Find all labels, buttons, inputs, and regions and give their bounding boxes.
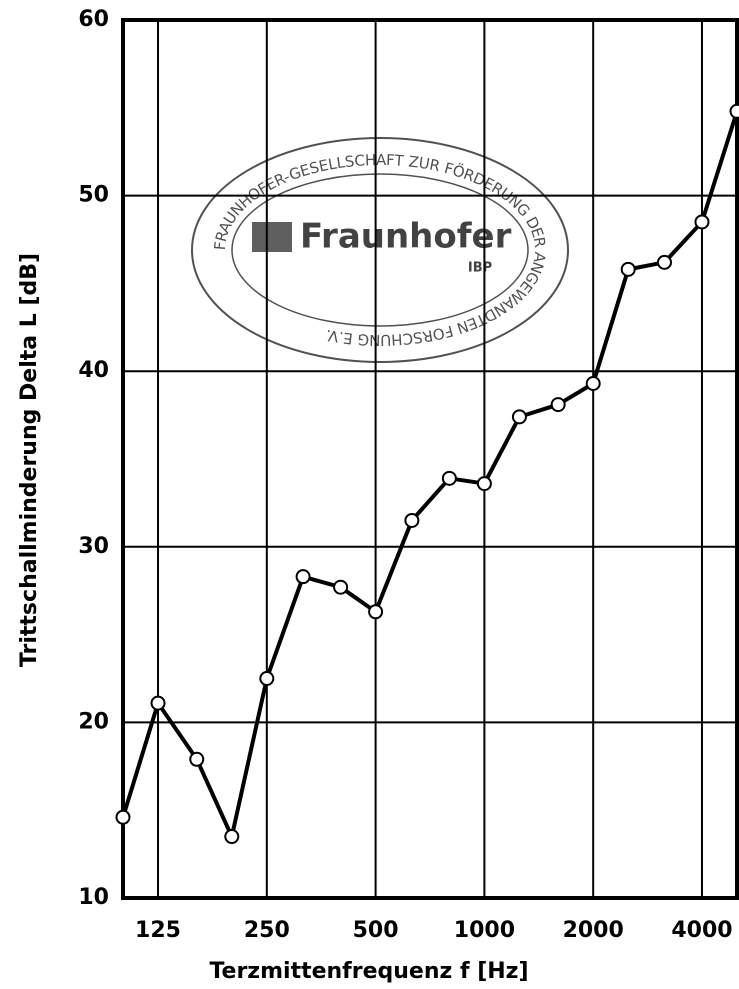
x-tick-label: 1000	[454, 918, 515, 943]
data-point	[441, 470, 457, 486]
stamp-logo-icon	[252, 222, 292, 252]
data-point	[476, 476, 492, 492]
y-tick-label: 50	[78, 183, 109, 208]
data-point	[656, 254, 672, 270]
stamp: FRAUNHOFER-GESELLSCHAFT ZUR FÖRDERUNG DE…	[191, 137, 569, 363]
data-point	[550, 397, 566, 413]
data-point	[189, 751, 205, 767]
data-point	[150, 695, 166, 711]
data-point	[620, 261, 636, 277]
stamp-logo: Fraunhofer	[300, 217, 512, 257]
x-tick-label: 500	[353, 918, 399, 943]
y-tick-label: 40	[78, 358, 109, 383]
y-tick-label: 20	[78, 709, 109, 734]
data-point	[729, 103, 739, 119]
data-point	[259, 671, 275, 686]
x-tick-label: 250	[244, 918, 290, 943]
data-point	[368, 604, 384, 620]
data-point	[585, 375, 601, 391]
stamp-inner	[231, 173, 529, 327]
y-tick-label: 10	[78, 885, 109, 910]
x-axis-title: Terzmittenfrequenz f [Hz]	[209, 959, 528, 984]
data-point	[295, 569, 311, 585]
data-point	[115, 809, 131, 825]
stamp-outer	[191, 137, 569, 363]
data-point	[224, 829, 240, 845]
y-axis-title: Trittschallminderung Delta L [dB]	[17, 253, 42, 667]
data-point	[333, 579, 349, 595]
x-tick-label: 2000	[563, 918, 624, 943]
data-point	[694, 214, 710, 230]
y-tick-label: 30	[78, 534, 109, 559]
y-tick-label: 60	[78, 7, 109, 32]
plot-frame	[121, 18, 739, 900]
x-tick-label: 4000	[671, 918, 732, 943]
stamp-unit: IBP	[468, 261, 492, 276]
data-point	[404, 512, 420, 528]
x-tick-label: 125	[135, 918, 181, 943]
data-point	[511, 409, 527, 425]
